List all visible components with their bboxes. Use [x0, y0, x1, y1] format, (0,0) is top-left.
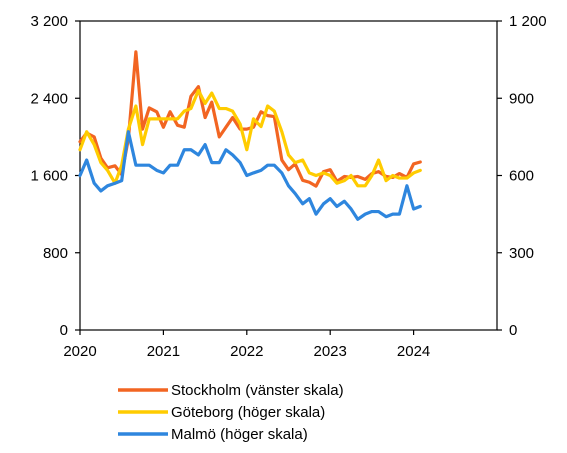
legend: Stockholm (vänster skala) Göteborg (höger… [118, 382, 344, 443]
right-tick-label: 1 200 [509, 13, 547, 30]
legend-label: Stockholm (vänster skala) [171, 382, 344, 399]
left-tick-label: 1 600 [30, 168, 68, 185]
x-tick-label: 2020 [63, 343, 96, 360]
left-tick-label: 800 [43, 245, 68, 262]
right-tick-label: 300 [509, 245, 534, 262]
left-tick-label: 2 400 [30, 90, 68, 107]
series-layer [78, 50, 422, 221]
left-tick-label: 0 [60, 322, 68, 339]
plot-border [79, 20, 498, 331]
x-tick-label: 2021 [147, 343, 180, 360]
x-axis-ticks: 2020 2021 2022 2023 2024 [63, 330, 430, 360]
legend-label: Malmö (höger skala) [171, 426, 308, 443]
left-tick-label: 3 200 [30, 13, 68, 30]
x-tick-label: 2022 [230, 343, 263, 360]
legend-label: Göteborg (höger skala) [171, 404, 325, 421]
right-tick-label: 900 [509, 90, 534, 107]
x-tick-label: 2024 [397, 343, 430, 360]
right-tick-label: 0 [509, 322, 517, 339]
series-line-3 [78, 130, 422, 221]
series-line-2 [78, 88, 422, 188]
right-axis-ticks: 0 300 600 900 1 200 [497, 13, 547, 339]
right-tick-label: 600 [509, 168, 534, 185]
left-axis-ticks: 0 800 1 600 2 400 3 200 [30, 13, 80, 339]
x-tick-label: 2023 [314, 343, 347, 360]
plot-frame [79, 20, 498, 331]
